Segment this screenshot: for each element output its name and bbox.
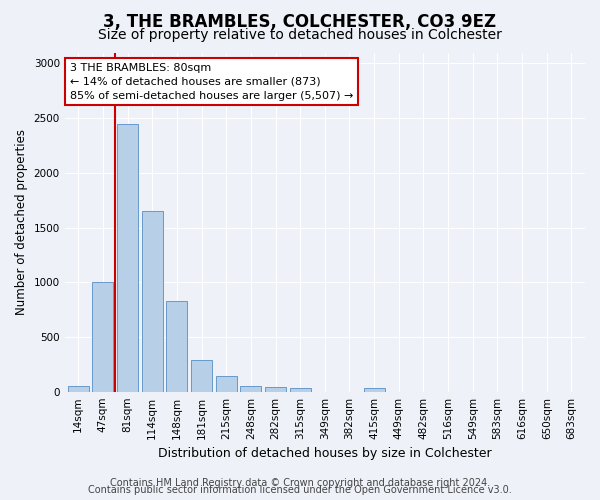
Text: Contains HM Land Registry data © Crown copyright and database right 2024.: Contains HM Land Registry data © Crown c…	[110, 478, 490, 488]
Bar	[216, 376, 236, 392]
Bar	[166, 301, 187, 392]
Text: 3 THE BRAMBLES: 80sqm
← 14% of detached houses are smaller (873)
85% of semi-det: 3 THE BRAMBLES: 80sqm ← 14% of detached …	[70, 62, 353, 100]
X-axis label: Distribution of detached houses by size in Colchester: Distribution of detached houses by size …	[158, 447, 491, 460]
Text: Contains public sector information licensed under the Open Government Licence v3: Contains public sector information licen…	[88, 485, 512, 495]
Bar	[290, 388, 311, 392]
Bar	[191, 360, 212, 392]
Bar	[92, 282, 113, 392]
Bar	[68, 386, 89, 392]
Bar	[364, 388, 385, 392]
Y-axis label: Number of detached properties: Number of detached properties	[15, 129, 28, 315]
Bar	[265, 388, 286, 392]
Bar	[142, 211, 163, 392]
Text: 3, THE BRAMBLES, COLCHESTER, CO3 9EZ: 3, THE BRAMBLES, COLCHESTER, CO3 9EZ	[103, 12, 497, 30]
Text: Size of property relative to detached houses in Colchester: Size of property relative to detached ho…	[98, 28, 502, 42]
Bar	[241, 386, 262, 392]
Bar	[117, 124, 138, 392]
